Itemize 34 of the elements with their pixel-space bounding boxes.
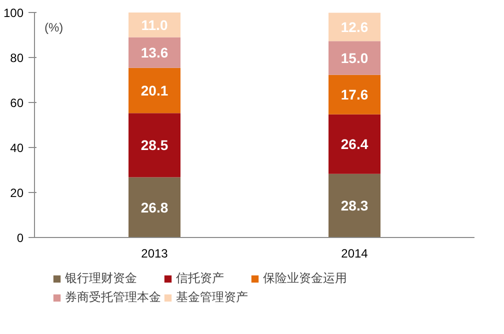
legend-label: 基金管理资产 [176,289,248,306]
legend-label: 银行理财资金 [65,270,137,287]
bar [328,114,380,174]
data-label: 26.8 [140,199,168,216]
bar [128,12,180,38]
data-label: 13.6 [140,44,168,61]
bar [128,177,180,238]
y-tick-label: 80 [10,51,24,65]
y-tick-label: 100 [3,6,24,20]
y-tick-label: 0 [16,231,24,245]
data-label: 26.4 [340,136,368,152]
data-label: 28.5 [140,137,168,154]
data-label: 11.0 [141,16,168,33]
bar [128,68,180,114]
legend-label: 券商受托管理本金 [65,289,161,306]
x-tick-label: 2013 [141,246,168,260]
y-tick-label: 40 [10,141,24,155]
bar [328,174,380,238]
data-label: 15.0 [340,50,368,66]
x-tick-label: 2014 [341,246,368,260]
bar [328,41,380,75]
data-label: 20.1 [140,82,168,98]
annotation: (%) [44,20,64,34]
legend-label: 信托资产 [176,270,224,287]
bar [128,37,180,68]
data-label: 28.3 [340,198,368,214]
bar [128,113,180,178]
data-label: 12.6 [340,18,368,35]
y-tick-label: 60 [10,96,24,110]
legend-label: 保险业资金运用 [263,270,347,287]
y-tick-label: 20 [10,186,24,200]
data-label: 17.6 [340,86,368,103]
bar [328,74,380,114]
bar [328,12,380,42]
